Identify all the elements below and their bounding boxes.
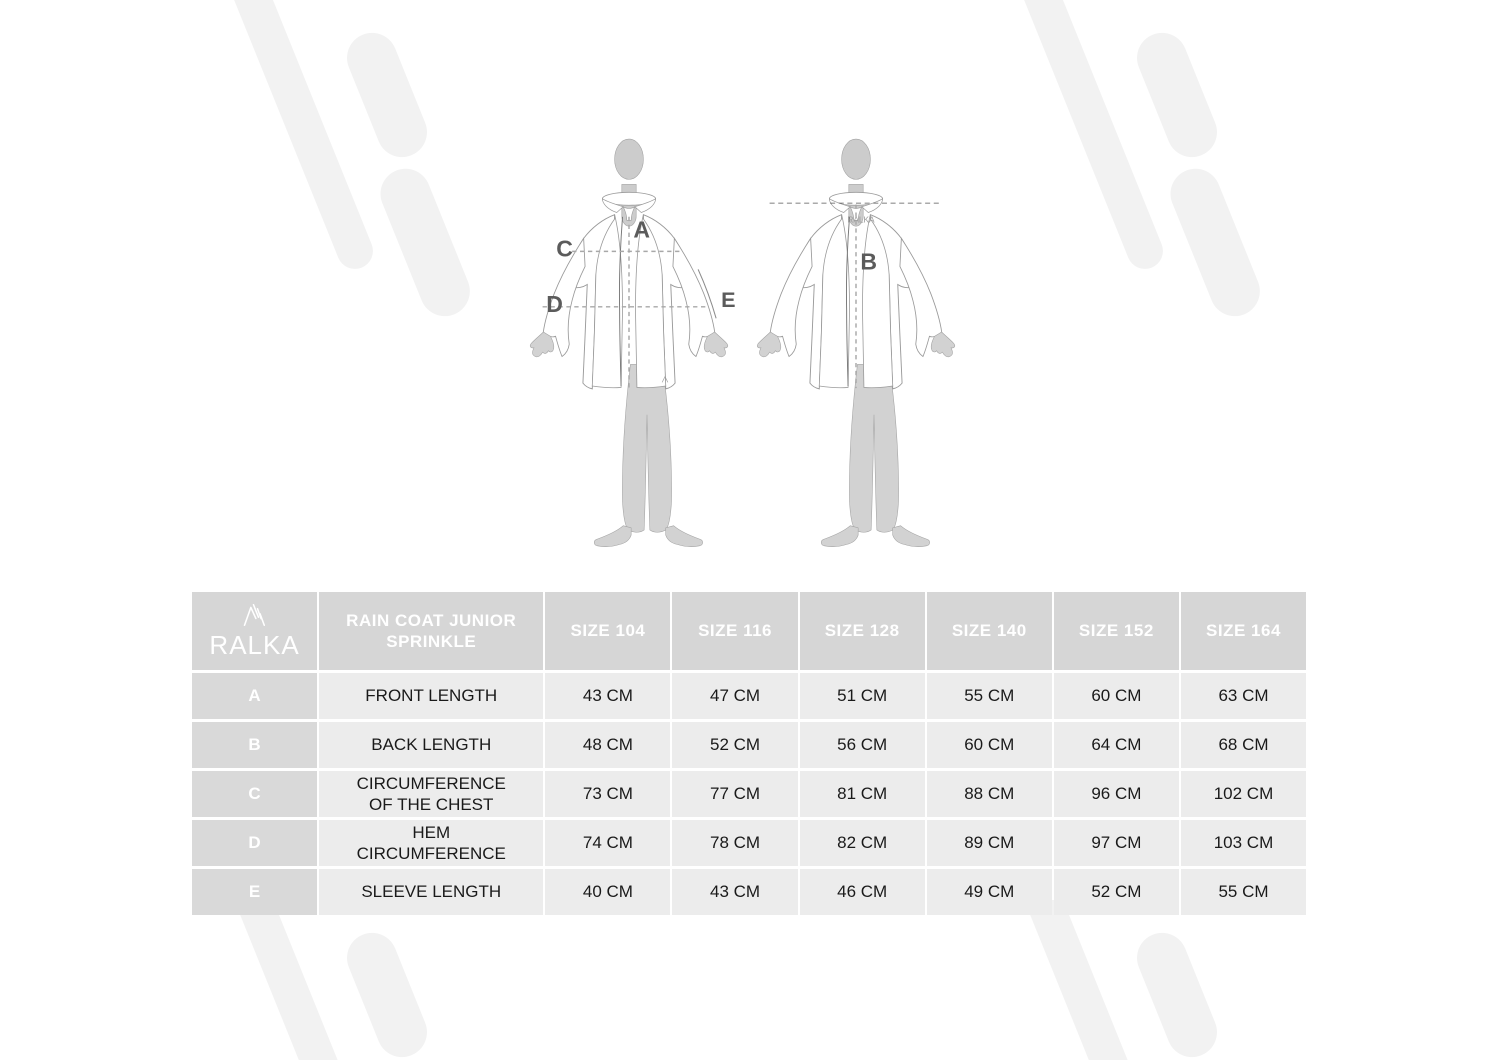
svg-text:C: C xyxy=(556,235,573,261)
svg-text:A: A xyxy=(633,217,650,243)
svg-text:E: E xyxy=(721,287,735,312)
svg-text:D: D xyxy=(546,291,563,317)
svg-text:B: B xyxy=(860,248,877,274)
svg-text:RALKA: RALKA xyxy=(847,216,875,225)
